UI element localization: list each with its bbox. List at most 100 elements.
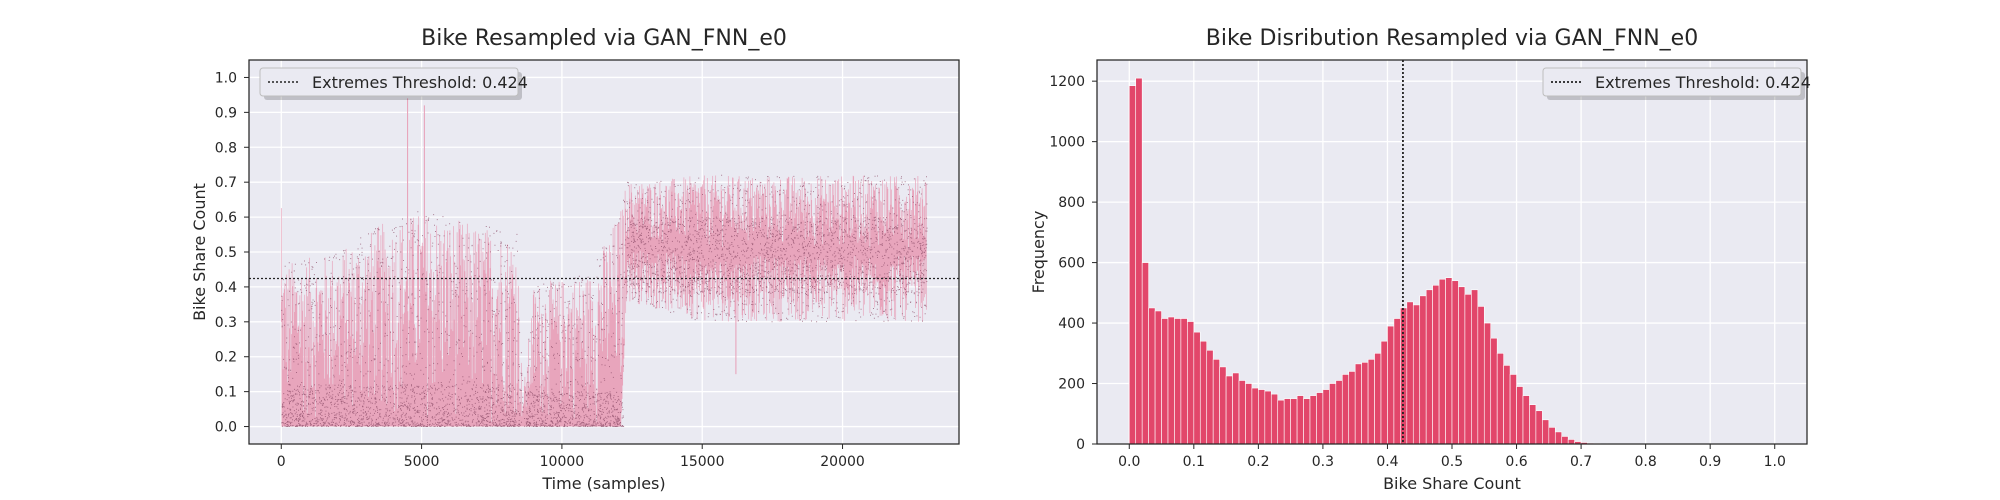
histogram-bar [1516, 386, 1524, 445]
left-x-tick-label: 15000 [680, 454, 725, 470]
histogram-bar [1290, 398, 1298, 445]
histogram-bar [1529, 404, 1537, 445]
left-legend-box [259, 67, 519, 97]
histogram-bar [1438, 278, 1446, 445]
histogram-bar [1509, 374, 1517, 445]
histogram-bar [1174, 318, 1182, 445]
right-x-tick-label: 0.5 [1441, 454, 1463, 470]
histogram-bar [1503, 365, 1511, 445]
histogram-bar [1225, 375, 1233, 445]
histogram-bar [1477, 306, 1485, 445]
right-x-tick-label: 0.1 [1183, 454, 1205, 470]
histogram-bar [1167, 316, 1175, 445]
histogram-bar [1387, 325, 1395, 445]
histogram-bar [1348, 371, 1356, 445]
right-y-axis-label: Frequency [1029, 211, 1048, 294]
right-x-tick-label: 0.8 [1635, 454, 1657, 470]
right-legend-label: Extremes Threshold: 0.424 [1595, 73, 1811, 92]
histogram-bar [1380, 340, 1388, 445]
left-y-tick-label: 0.2 [215, 350, 237, 366]
histogram-bar [1141, 262, 1149, 445]
histogram-bar [1374, 352, 1382, 445]
histogram-bar [1354, 363, 1362, 445]
right-chart-title: Bike Disribution Resampled via GAN_FNN_e… [1206, 26, 1698, 51]
right-y-tick-label: 800 [1058, 195, 1085, 211]
right-y-tick-label: 400 [1058, 316, 1085, 332]
histogram-bar [1322, 389, 1330, 445]
histogram-bar [1554, 431, 1563, 445]
right-x-tick-label: 0.0 [1118, 454, 1140, 470]
left-chart-title: Bike Resampled via GAN_FNN_e0 [421, 26, 787, 51]
left-y-tick-label: 0.7 [215, 175, 237, 191]
right-y-tick-label: 200 [1058, 377, 1085, 393]
histogram-bar [1542, 419, 1550, 445]
left-x-axis-label: Time (samples) [541, 474, 665, 493]
right-legend: Extremes Threshold: 0.424 [1542, 67, 1811, 100]
histogram-bar [1406, 301, 1414, 445]
histogram-bar [1283, 398, 1291, 445]
right-y-tick-label: 0 [1076, 437, 1085, 453]
histogram-bar [1219, 366, 1227, 445]
right-x-axis-label: Bike Share Count [1383, 474, 1521, 493]
histogram-bar [1329, 383, 1337, 445]
left-y-tick-label: 0.3 [215, 315, 237, 331]
right-y-tick-label: 1200 [1049, 74, 1085, 90]
right-histogram-bars [1128, 77, 1614, 445]
histogram-bar [1161, 318, 1169, 445]
left-y-tick-label: 0.5 [215, 245, 237, 261]
histogram-bar [1561, 436, 1569, 445]
histogram-bar [1483, 322, 1492, 445]
histogram-bar [1193, 331, 1201, 445]
histogram-bar [1341, 374, 1350, 445]
histogram-bar [1367, 359, 1375, 445]
left-x-tick-label: 5000 [404, 454, 440, 470]
left-time-series-trace [280, 98, 928, 427]
histogram-bar [1425, 289, 1433, 445]
right-x-tick-label: 1.0 [1764, 454, 1786, 470]
histogram-bar [1316, 392, 1324, 445]
histogram-bar [1128, 85, 1137, 445]
histogram-bar [1567, 439, 1575, 445]
left-x-tick-label: 20000 [820, 454, 865, 470]
histogram-bar [1277, 399, 1285, 445]
left-trace-markers [281, 174, 928, 427]
histogram-bar [1432, 284, 1440, 445]
right-x-tick-label: 0.2 [1247, 454, 1269, 470]
right-y-tick-label: 1000 [1049, 135, 1085, 151]
left-x-tick-labels: 0 5000 10000 15000 20000 [277, 444, 865, 470]
histogram-bar [1309, 395, 1317, 445]
histogram-bar [1232, 372, 1240, 445]
histogram-bar [1245, 383, 1253, 445]
left-y-tick-label: 0.6 [215, 210, 237, 226]
histogram-bar [1419, 295, 1427, 445]
histogram-bar [1464, 294, 1472, 445]
histogram-bar [1180, 318, 1188, 445]
right-x-tick-label: 0.6 [1505, 454, 1527, 470]
histogram-bar [1296, 395, 1304, 445]
right-x-tick-label: 0.7 [1570, 454, 1592, 470]
histogram-bar [1451, 280, 1459, 445]
histogram-bar [1187, 321, 1195, 445]
left-y-tick-label: 0.9 [215, 105, 237, 121]
left-y-axis-label: Bike Share Count [190, 183, 209, 321]
histogram-bar [1535, 410, 1543, 445]
right-legend-box [1542, 67, 1802, 97]
left-legend-label: Extremes Threshold: 0.424 [312, 73, 528, 92]
histogram-bar [1303, 398, 1311, 445]
left-y-tick-label: 1.0 [215, 70, 237, 86]
histogram-bar [1458, 286, 1466, 445]
right-x-tick-labels: 0.0 0.1 0.2 0.3 0.4 0.5 0.6 0.7 0.8 0.9 1.0 [1118, 444, 1786, 470]
right-y-tick-labels: 0 200 400 600 800 1000 1200 [1049, 74, 1097, 453]
right-y-tick-label: 600 [1058, 256, 1085, 272]
histogram-bar [1238, 380, 1246, 445]
histogram-bar [1199, 340, 1208, 445]
histogram-bar [1251, 387, 1259, 445]
histogram-bar [1445, 277, 1453, 445]
histogram-bar [1412, 304, 1421, 445]
left-chart: Bike Resampled via GAN_FNN_e0 0 5000 10000… [190, 26, 960, 493]
histogram-bar [1490, 337, 1498, 445]
histogram-bar [1148, 307, 1156, 445]
histogram-bar [1548, 427, 1556, 445]
left-y-tick-label: 0.0 [215, 420, 237, 436]
